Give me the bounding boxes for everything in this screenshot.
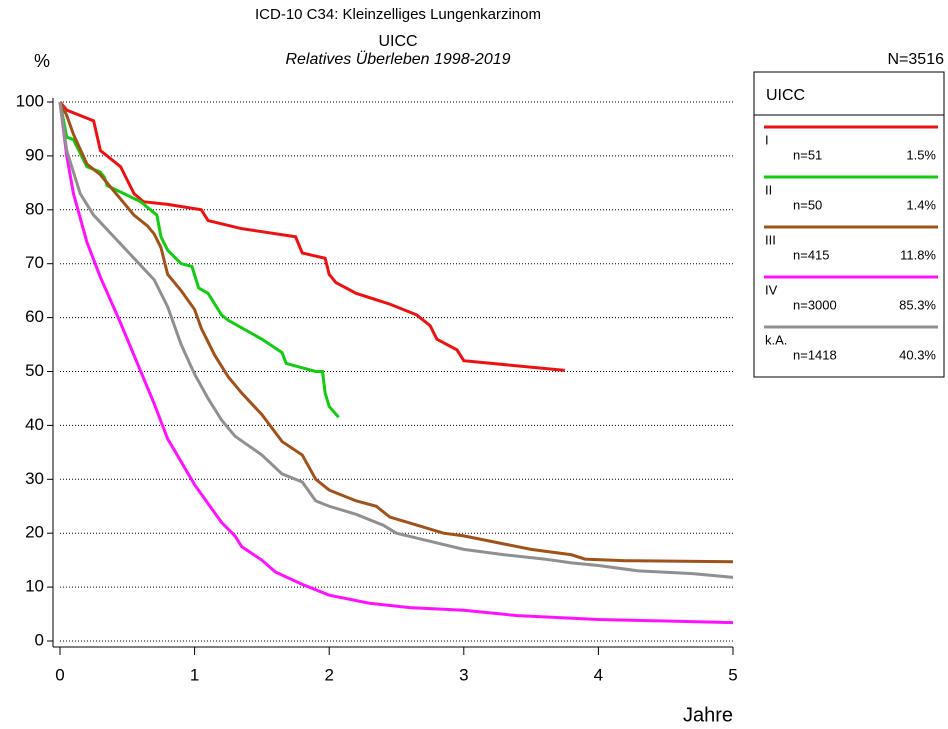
x-tick-label: 1 xyxy=(190,665,199,684)
y-tick-label: 80 xyxy=(25,199,44,218)
chart-subtitle: UICC xyxy=(378,33,417,50)
series-line xyxy=(58,101,734,579)
legend-share: 1.5% xyxy=(906,147,936,162)
legend-n: n=1418 xyxy=(793,347,837,362)
series-line xyxy=(58,101,734,564)
series-line xyxy=(58,101,340,419)
x-tick-label: 3 xyxy=(459,665,468,684)
y-tick-label: 10 xyxy=(25,577,44,596)
legend-n: n=50 xyxy=(793,197,822,212)
legend-n: n=3000 xyxy=(793,297,837,312)
x-tick-label: 5 xyxy=(728,665,737,684)
y-tick-label: 60 xyxy=(25,307,44,326)
x-axis-label: Jahre xyxy=(683,704,733,726)
y-axis-label: % xyxy=(34,51,50,71)
legend-label: IV xyxy=(765,282,778,297)
series-line xyxy=(58,101,734,625)
y-tick-label: 50 xyxy=(25,361,44,380)
y-tick-label: 0 xyxy=(35,630,44,649)
series-line xyxy=(58,101,565,372)
chart-subtitle: Relatives Überleben 1998-2019 xyxy=(285,50,510,68)
y-tick-label: 40 xyxy=(25,415,44,434)
legend-share: 40.3% xyxy=(899,347,936,362)
legend-label: III xyxy=(765,232,776,247)
y-tick-label: 30 xyxy=(25,469,44,488)
y-tick-label: 70 xyxy=(25,253,44,272)
y-tick-label: 100 xyxy=(16,91,44,110)
legend-box xyxy=(753,71,945,378)
legend-label: k.A. xyxy=(765,332,787,347)
legend-n: n=415 xyxy=(793,247,830,262)
x-tick-label: 2 xyxy=(324,665,333,684)
x-tick-label: 0 xyxy=(55,665,64,684)
legend-label: II xyxy=(765,182,772,197)
legend-n: n=51 xyxy=(793,147,822,162)
chart-title: ICD-10 C34: Kleinzelliges Lungenkarzinom xyxy=(255,6,541,23)
legend-share: 1.4% xyxy=(906,197,936,212)
total-label: N=3516 xyxy=(888,51,945,68)
x-tick-label: 4 xyxy=(594,665,603,684)
legend-label: I xyxy=(765,132,769,147)
y-tick-label: 20 xyxy=(25,523,44,542)
legend-title: UICC xyxy=(766,87,805,104)
y-tick-label: 90 xyxy=(25,145,44,164)
legend-share: 11.8% xyxy=(900,247,936,262)
legend-share: 85.3% xyxy=(899,297,936,312)
